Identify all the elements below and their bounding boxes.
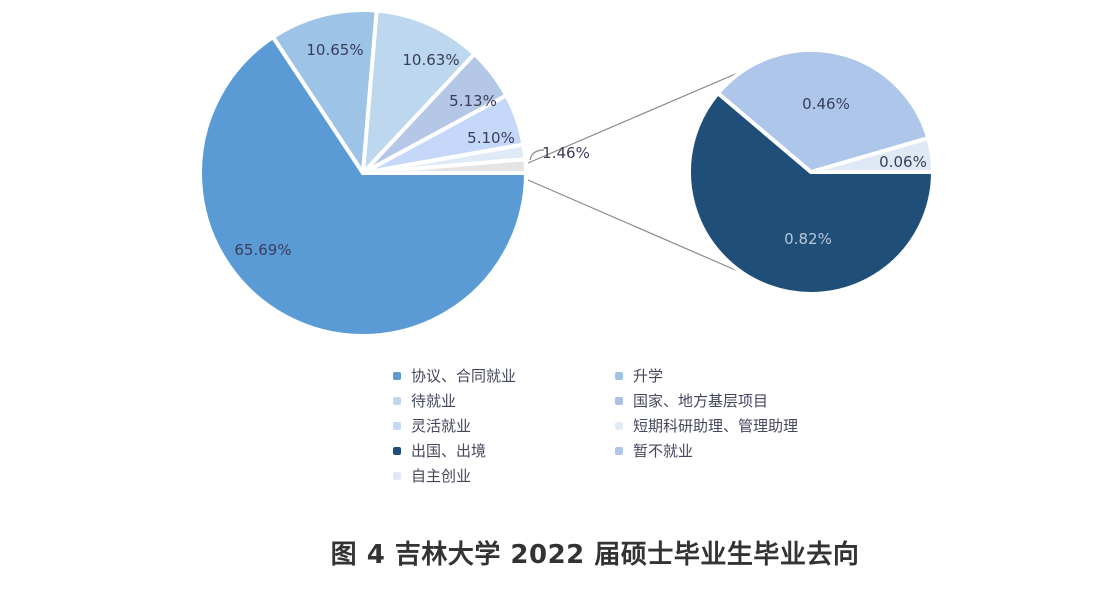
slice-value-label: 10.63% [402, 51, 459, 69]
slice-value-label: 0.82% [784, 230, 832, 248]
pie-slice [198, 35, 528, 338]
slice-value-label: 5.10% [467, 129, 515, 147]
secondary-pie [687, 48, 935, 296]
legend-item: 协议、合同就业 [393, 364, 615, 387]
slice-labels: 65.69% 10.65% 10.63% 5.13% 5.10% 1.46% 0.82% 0.… [234, 41, 926, 259]
legend-label: 协议、合同就业 [411, 367, 517, 385]
pie-slice [715, 48, 931, 174]
pie-slice [270, 8, 379, 175]
legend-label: 国家、地方基层项目 [633, 392, 769, 410]
figure-caption: 图 4 吉林大学 2022 届硕士毕业生毕业去向 [330, 540, 860, 570]
legend-label: 短期科研助理、管理助理 [633, 417, 799, 435]
legend-label: 自主创业 [411, 467, 472, 485]
legend-swatch [393, 371, 401, 380]
legend-item: 自主创业 [393, 464, 615, 487]
legend-label: 升学 [633, 367, 664, 385]
legend-swatch [393, 421, 401, 430]
connector-line [527, 179, 741, 273]
pie-of-pie-chart: 65.69% 10.65% 10.63% 5.13% 5.10% 1.46% 0.82% 0.… [198, 8, 935, 338]
legend-swatch [615, 446, 623, 455]
slice-value-label: 0.06% [879, 153, 927, 171]
slice-value-label: 5.13% [449, 92, 497, 110]
legend-item: 暂不就业 [615, 439, 865, 462]
slice-value-label: 1.46% [542, 144, 590, 162]
legend-label: 暂不就业 [633, 442, 694, 460]
legend-item: 出国、出境 [393, 439, 615, 462]
legend-swatch [393, 446, 401, 455]
pie-slice [809, 136, 935, 174]
connector-line [527, 71, 741, 164]
legend-label: 出国、出境 [411, 442, 487, 460]
legend-swatch [393, 396, 401, 405]
chart-legend: 协议、合同就业 升学 待就业 国家、地方基层项目 灵活就业 短期科研助理、管理助… [393, 364, 873, 487]
legend-item: 短期科研助理、管理助理 [615, 414, 865, 437]
legend-label: 待就业 [411, 392, 457, 410]
legend-item: 升学 [615, 364, 865, 387]
legend-swatch [615, 421, 623, 430]
legend-swatch [615, 396, 623, 405]
legend-item: 待就业 [393, 389, 615, 412]
legend-item: 国家、地方基层项目 [615, 389, 865, 412]
label-leader-line [529, 149, 545, 161]
legend-swatch [615, 371, 623, 380]
pie-slice [687, 91, 935, 296]
slice-value-label: 0.46% [802, 95, 850, 113]
connector-lines [527, 71, 741, 273]
pie-slice [361, 157, 528, 175]
slice-value-label: 10.65% [306, 41, 363, 59]
legend-item: 灵活就业 [393, 414, 615, 437]
legend-swatch [393, 471, 401, 480]
slice-value-label: 65.69% [234, 241, 291, 259]
legend-label: 灵活就业 [411, 417, 472, 435]
main-pie [198, 8, 528, 338]
pie-slice [361, 8, 477, 175]
